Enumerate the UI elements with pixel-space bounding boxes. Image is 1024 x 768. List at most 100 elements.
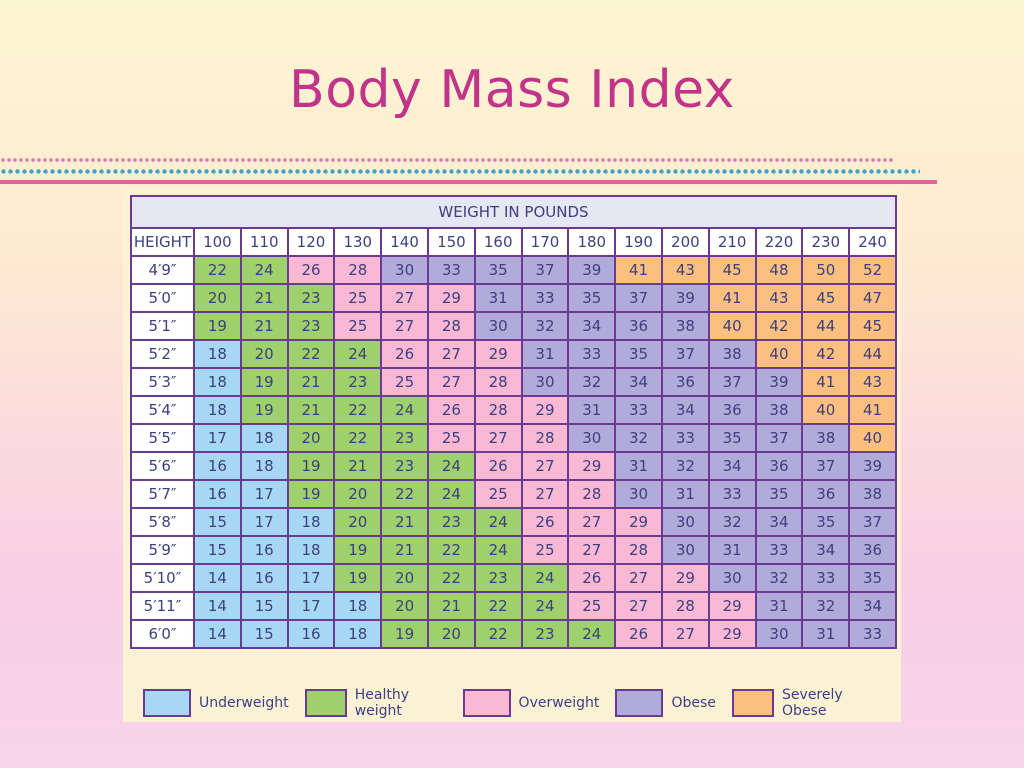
bmi-cell: 30: [567, 423, 617, 453]
legend-label: Healthy weight: [354, 687, 409, 719]
bmi-cell: 32: [660, 451, 710, 481]
height-cell: 5′0″: [130, 283, 195, 313]
height-column-header: HEIGHT: [130, 227, 195, 257]
weight-column-header: 110: [239, 227, 289, 257]
bmi-cell: 16: [193, 451, 242, 481]
bmi-cell: 26: [380, 339, 429, 369]
bmi-cell: 22: [193, 255, 242, 285]
bmi-cell: 23: [286, 283, 336, 313]
bmi-cell: 34: [707, 451, 757, 481]
weight-header: WEIGHT IN POUNDS: [130, 195, 897, 229]
table-row: 5′2″ 18 20 22 24 26 27 29 31 33 35 37 38 40 42 44: [130, 339, 897, 369]
bmi-cell: 28: [333, 255, 383, 285]
height-cell: 6′0″: [130, 619, 195, 649]
table-row: 4′9″ 22 24 26 28 30 33 35 37 39 41 43 45 48 50 52: [130, 255, 897, 285]
weight-column-header: 140: [380, 227, 429, 257]
bmi-cell: 18: [286, 535, 336, 565]
bmi-cell: 41: [614, 255, 663, 285]
bmi-cell: 39: [567, 255, 617, 285]
bmi-cell: 22: [380, 479, 429, 509]
bmi-cell: 34: [848, 591, 897, 621]
height-cell: 5′1″: [130, 311, 195, 341]
weight-column-header: 150: [426, 227, 476, 257]
bmi-cell: 22: [286, 339, 336, 369]
bmi-cell: 40: [707, 311, 757, 341]
bmi-cell: 28: [567, 479, 617, 509]
bmi-cell: 48: [754, 255, 804, 285]
legend-swatch: [143, 689, 191, 717]
bmi-cell: 35: [614, 339, 663, 369]
height-cell: 5′10″: [130, 563, 195, 593]
bmi-cell: 27: [567, 507, 617, 537]
bmi-cell: 27: [567, 535, 617, 565]
table-row: 5′6″ 16 18 19 21 23 24 26 27 29 31 32 34 36 37 39: [130, 451, 897, 481]
legend: Underweight Healthy weight Overweight Obese…: [143, 687, 893, 719]
legend-label: Obese: [671, 695, 716, 711]
bmi-cell: 47: [848, 283, 897, 313]
bmi-cell: 24: [520, 563, 570, 593]
legend-item: Overweight: [462, 689, 600, 717]
bmi-cell: 15: [193, 507, 242, 537]
table-row: 5′5″ 17 18 20 22 23 25 27 28 30 32 33 35 37 38 40: [130, 423, 897, 453]
bmi-cell: 14: [193, 619, 242, 649]
bmi-cell: 31: [754, 591, 804, 621]
bmi-cell: 31: [707, 535, 757, 565]
bmi-cell: 21: [286, 367, 336, 397]
height-cell: 5′5″: [130, 423, 195, 453]
bmi-cell: 21: [286, 395, 336, 425]
bmi-cell: 43: [754, 283, 804, 313]
bmi-cell: 22: [473, 619, 523, 649]
bmi-cell: 26: [567, 563, 617, 593]
bmi-cell: 44: [801, 311, 851, 341]
bmi-cell: 31: [660, 479, 710, 509]
bmi-cell: 41: [801, 367, 851, 397]
legend-swatch: [304, 689, 347, 717]
bmi-cell: 30: [707, 563, 757, 593]
legend-swatch: [615, 689, 664, 717]
bmi-cell: 29: [614, 507, 663, 537]
table-row: 5′3″ 18 19 21 23 25 27 28 30 32 34 36 37 39 41 43: [130, 367, 897, 397]
bmi-cell: 38: [660, 311, 710, 341]
legend-label: Underweight: [199, 695, 289, 711]
bmi-cell: 23: [426, 507, 476, 537]
bmi-cell: 35: [848, 563, 897, 593]
bmi-cell: 45: [707, 255, 757, 285]
bmi-cell: 30: [520, 367, 570, 397]
weight-column-header: 240: [848, 227, 897, 257]
bmi-cell: 33: [614, 395, 663, 425]
bmi-cell: 21: [239, 283, 289, 313]
bmi-cell: 26: [286, 255, 336, 285]
bmi-cell: 52: [848, 255, 897, 285]
weight-column-header: 130: [333, 227, 383, 257]
table-row: 5′1″ 19 21 23 25 27 28 30 32 34 36 38 40 42 44 45: [130, 311, 897, 341]
bmi-cell: 22: [426, 563, 476, 593]
bmi-cell: 27: [380, 283, 429, 313]
bmi-cell: 27: [660, 619, 710, 649]
height-cell: 4′9″: [130, 255, 195, 285]
bmi-cell: 29: [473, 339, 523, 369]
bmi-cell: 20: [333, 507, 383, 537]
bmi-cell: 45: [848, 311, 897, 341]
bmi-cell: 23: [380, 451, 429, 481]
weight-column-header: 170: [520, 227, 570, 257]
bmi-cell: 19: [286, 479, 336, 509]
bmi-cell: 40: [848, 423, 897, 453]
bmi-cell: 37: [754, 423, 804, 453]
bmi-cell: 22: [333, 395, 383, 425]
bmi-cell: 35: [754, 479, 804, 509]
bmi-cell: 27: [614, 591, 663, 621]
bmi-cell: 34: [754, 507, 804, 537]
bmi-cell: 29: [426, 283, 476, 313]
bmi-cell: 17: [239, 507, 289, 537]
bmi-cell: 36: [801, 479, 851, 509]
bmi-cell: 19: [239, 395, 289, 425]
bmi-cell: 16: [193, 479, 242, 509]
table-row: 5′11″ 14 15 17 18 20 21 22 24 25 27 28 29 31 32 34: [130, 591, 897, 621]
bmi-cell: 20: [239, 339, 289, 369]
bmi-cell: 21: [380, 507, 429, 537]
legend-label: Overweight: [518, 695, 600, 711]
height-cell: 5′2″: [130, 339, 195, 369]
bmi-cell: 21: [426, 591, 476, 621]
bmi-cell: 39: [754, 367, 804, 397]
bmi-cell: 20: [380, 591, 429, 621]
